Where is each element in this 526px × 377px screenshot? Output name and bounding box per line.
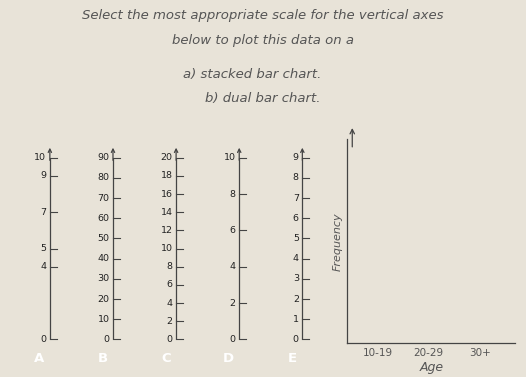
Text: a) stacked bar chart.: a) stacked bar chart. bbox=[183, 68, 322, 81]
Text: 3: 3 bbox=[293, 274, 299, 284]
Text: 5: 5 bbox=[293, 234, 299, 243]
Text: 6: 6 bbox=[230, 226, 236, 235]
Text: 10: 10 bbox=[34, 153, 46, 162]
Text: 70: 70 bbox=[97, 193, 109, 202]
Text: below to plot this data on a: below to plot this data on a bbox=[172, 34, 354, 47]
Text: 10: 10 bbox=[224, 153, 236, 162]
Text: 40: 40 bbox=[97, 254, 109, 263]
Text: 2: 2 bbox=[167, 317, 173, 326]
Text: B: B bbox=[97, 352, 108, 365]
Text: 4: 4 bbox=[167, 299, 173, 308]
Text: 10: 10 bbox=[97, 315, 109, 324]
Text: 4: 4 bbox=[293, 254, 299, 263]
Text: Select the most appropriate scale for the vertical axes: Select the most appropriate scale for th… bbox=[82, 9, 444, 22]
Text: 4: 4 bbox=[41, 262, 46, 271]
Text: 18: 18 bbox=[160, 171, 173, 180]
Text: 9: 9 bbox=[293, 153, 299, 162]
Text: 0: 0 bbox=[293, 335, 299, 344]
Text: 6: 6 bbox=[293, 214, 299, 223]
Text: 7: 7 bbox=[41, 208, 46, 217]
Text: 1: 1 bbox=[293, 315, 299, 324]
Text: 0: 0 bbox=[167, 335, 173, 344]
Text: 0: 0 bbox=[230, 335, 236, 344]
Text: 10: 10 bbox=[160, 244, 173, 253]
Text: 20: 20 bbox=[160, 153, 173, 162]
Text: C: C bbox=[161, 352, 170, 365]
Text: 0: 0 bbox=[104, 335, 109, 344]
Text: E: E bbox=[287, 352, 297, 365]
X-axis label: Age: Age bbox=[419, 361, 443, 374]
Text: 50: 50 bbox=[97, 234, 109, 243]
Text: 90: 90 bbox=[97, 153, 109, 162]
Text: A: A bbox=[34, 352, 45, 365]
Text: D: D bbox=[223, 352, 235, 365]
Text: 9: 9 bbox=[41, 171, 46, 180]
Text: 8: 8 bbox=[230, 190, 236, 199]
Text: 8: 8 bbox=[293, 173, 299, 182]
Text: 0: 0 bbox=[41, 335, 46, 344]
Text: 2: 2 bbox=[230, 299, 236, 308]
Text: 16: 16 bbox=[160, 190, 173, 199]
Text: 7: 7 bbox=[293, 193, 299, 202]
Text: 4: 4 bbox=[230, 262, 236, 271]
Text: 8: 8 bbox=[167, 262, 173, 271]
Text: 60: 60 bbox=[97, 214, 109, 223]
Text: 2: 2 bbox=[293, 294, 299, 303]
Text: 20: 20 bbox=[97, 294, 109, 303]
Text: b) dual bar chart.: b) dual bar chart. bbox=[205, 92, 321, 105]
Text: 6: 6 bbox=[167, 280, 173, 290]
Y-axis label: Frequency: Frequency bbox=[333, 212, 343, 271]
Text: 5: 5 bbox=[41, 244, 46, 253]
Text: 80: 80 bbox=[97, 173, 109, 182]
Text: 12: 12 bbox=[160, 226, 173, 235]
Text: 14: 14 bbox=[160, 208, 173, 217]
Text: 30: 30 bbox=[97, 274, 109, 284]
